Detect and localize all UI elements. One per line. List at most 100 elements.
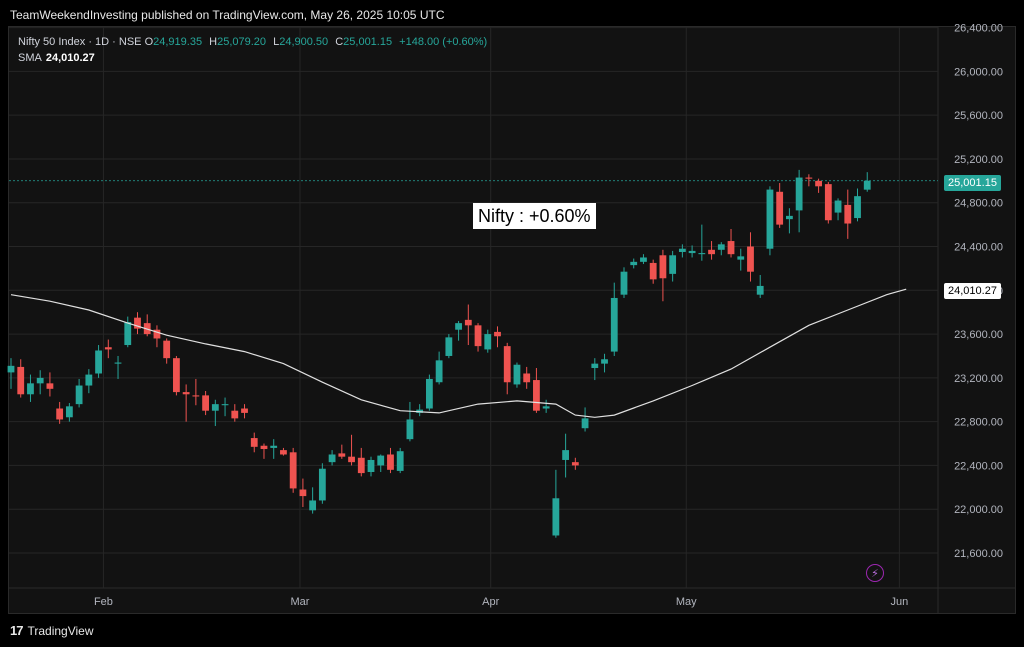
candle-body xyxy=(260,445,268,450)
candle-body xyxy=(756,285,764,295)
candle-body xyxy=(153,329,161,339)
candle-body xyxy=(484,334,492,350)
y-tick-label: 26,400.00 xyxy=(954,23,1003,35)
sma-price-tag: 24,010.27 xyxy=(944,283,1001,299)
candle xyxy=(533,368,540,413)
candle xyxy=(260,443,268,459)
candle xyxy=(786,208,793,234)
candle-body xyxy=(338,453,346,457)
candle xyxy=(231,404,239,422)
candle xyxy=(863,172,871,192)
candle xyxy=(747,232,754,282)
annotation-text[interactable]: Nifty : +0.60% xyxy=(473,203,596,229)
candle-body xyxy=(552,498,560,536)
grid-layer xyxy=(9,27,1015,614)
candle-body xyxy=(17,366,25,395)
candle-body xyxy=(737,256,745,260)
candle-body xyxy=(698,253,706,255)
candle xyxy=(494,326,501,348)
candle-body xyxy=(173,358,180,393)
candle-body xyxy=(163,340,171,359)
candle xyxy=(542,399,550,413)
candle xyxy=(523,366,531,389)
candle-body xyxy=(241,408,248,413)
y-tick-label: 24,400.00 xyxy=(954,242,1003,254)
candle-body xyxy=(533,380,540,411)
candle xyxy=(75,378,83,408)
candle xyxy=(182,384,190,422)
candle-body xyxy=(27,383,34,395)
candle xyxy=(173,355,180,396)
x-tick-label: Jun xyxy=(890,596,908,608)
candle xyxy=(795,169,803,233)
lightning-icon[interactable]: ⚡ xyxy=(866,564,884,582)
y-tick-label: 25,200.00 xyxy=(954,154,1003,166)
candle-body xyxy=(844,204,852,224)
candle-body xyxy=(678,248,686,252)
candle xyxy=(815,178,822,193)
candle-body xyxy=(318,468,326,501)
candle-body xyxy=(348,456,355,463)
ohlc-legend: Nifty 50 Index · 1D · NSE O24,919.35 H25… xyxy=(18,36,491,48)
candle-body xyxy=(435,360,443,383)
candle xyxy=(396,447,404,474)
candle xyxy=(163,338,171,364)
candle-body xyxy=(795,177,803,211)
candle xyxy=(601,353,608,373)
candle-body xyxy=(377,455,385,466)
y-tick-label: 23,200.00 xyxy=(954,373,1003,385)
y-tick-label: 25,600.00 xyxy=(954,110,1003,122)
candle-body xyxy=(56,408,64,420)
candle xyxy=(562,433,570,478)
candle xyxy=(289,447,297,493)
candle xyxy=(56,401,64,424)
candle-body xyxy=(299,489,307,497)
candle xyxy=(270,439,278,459)
y-tick-label: 22,000.00 xyxy=(954,504,1003,516)
candle-body xyxy=(95,350,102,374)
candle-body xyxy=(523,373,531,383)
candle xyxy=(17,359,25,398)
candle xyxy=(513,362,521,388)
candle xyxy=(202,391,209,416)
y-tick-label: 24,800.00 xyxy=(954,198,1003,210)
candle xyxy=(338,444,346,459)
candle xyxy=(834,198,842,221)
candle xyxy=(7,358,15,389)
candle xyxy=(280,447,287,456)
x-tick-label: May xyxy=(676,596,697,608)
symbol-label[interactable]: Nifty 50 Index · 1D · NSE xyxy=(18,36,142,48)
candle-body xyxy=(192,395,200,397)
candle xyxy=(649,259,657,284)
candle xyxy=(445,334,453,359)
candle xyxy=(503,342,511,395)
y-axis-ticks: 21,600.00 22,000.00 22,400.00 22,800.00 23,2… xyxy=(954,23,1003,560)
candle-body xyxy=(7,365,15,373)
candle xyxy=(474,323,482,352)
chart-panel[interactable] xyxy=(8,26,1016,614)
candle xyxy=(387,447,394,474)
candle xyxy=(348,434,355,466)
candle xyxy=(708,241,715,260)
change-value: +148.00 (+0.60%) xyxy=(399,36,488,48)
candle-body xyxy=(863,180,871,190)
candle-body xyxy=(182,392,190,395)
candle xyxy=(737,248,745,271)
candle xyxy=(211,399,219,427)
candle-body xyxy=(630,261,638,266)
candle xyxy=(425,374,433,411)
candle xyxy=(104,339,112,359)
publisher-line: TeamWeekendInvesting published on Tradin… xyxy=(10,8,445,22)
high-value: 25,079.20 xyxy=(217,36,267,48)
candle xyxy=(854,188,861,222)
candle-body xyxy=(717,244,725,250)
candle xyxy=(318,463,326,504)
candle xyxy=(766,186,774,256)
last-price-tag: 25,001.15 xyxy=(944,175,1001,191)
sma-legend[interactable]: SMA 24,010.27 xyxy=(18,52,95,64)
candle-body xyxy=(280,450,287,455)
candle-body xyxy=(824,184,832,221)
candle-body xyxy=(542,406,550,409)
candle xyxy=(250,432,258,453)
